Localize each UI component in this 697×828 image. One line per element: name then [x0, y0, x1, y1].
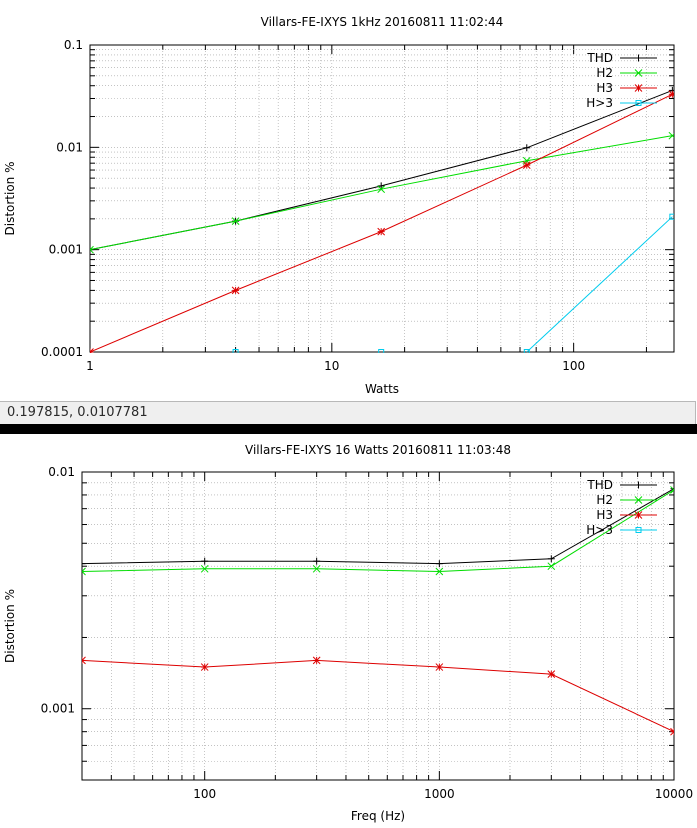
chart1-legend-label-h3: H3 — [596, 508, 613, 522]
chart0-legend-marker-h3 — [634, 84, 643, 92]
chart1-data-point-h2 — [547, 562, 556, 571]
chart1-y-axis-label: Distortion % — [3, 589, 17, 663]
chart0-legend-label-thd: THD — [586, 51, 613, 65]
chart0-y-tick-label: 0.001 — [49, 243, 83, 257]
chart0-x-tick-label: 10 — [324, 359, 339, 373]
chart0-data-point-thd — [377, 182, 385, 190]
chart0-legend-marker-thd — [635, 54, 642, 62]
chart1-legend-label-h2: H2 — [596, 493, 613, 507]
chart1-y-tick-label: 0.01 — [48, 465, 75, 479]
chart1-data-point-h2 — [82, 567, 86, 576]
chart0-data-point-h2 — [231, 217, 240, 225]
chart0-data-point-h3 — [377, 227, 386, 236]
chart-frequency-sweep-svg: 100 1000 10000 0.001 0.01 Villars-FE-IXYS 16 … — [3, 443, 693, 823]
chart1-data-point-thd — [670, 485, 674, 493]
chart1-data-point-h3 — [435, 663, 444, 671]
chart1-y-tick-label: 0.001 — [41, 702, 75, 716]
chart1-series-thd — [82, 485, 674, 568]
chart1-data-point-thd — [201, 557, 209, 565]
chart0-series-h3 — [90, 90, 674, 353]
chart0-series-h3 — [232, 213, 674, 353]
chart0-y-axis-label: Distortion % — [3, 161, 17, 235]
chart0-data-point-thd — [523, 144, 531, 152]
chart0-y-tick-label: 0.01 — [56, 140, 83, 154]
chart1-data-point-h3 — [670, 727, 674, 736]
chart0-x-tick-label: 1 — [86, 359, 94, 373]
chart1-series-line-h2 — [82, 489, 674, 572]
chart0-grid — [90, 45, 674, 352]
chart0-data-point-h3 — [231, 286, 240, 295]
chart1-series-line-h3 — [82, 659, 674, 733]
chart0-legend-label-h3: H3 — [596, 81, 613, 95]
chart0-y-tick-label: 0.0001 — [41, 345, 83, 359]
chart1-data-point-h3 — [200, 663, 209, 671]
chart0-data-point-h3 — [523, 349, 530, 353]
chart1-data-point-h2 — [435, 567, 444, 576]
chart0-y-tick-label: 0.1 — [64, 38, 83, 52]
chart-power-sweep-svg: 1 10 100 0.0001 0.001 0.01 0.1 Villars-FE-IXYS … — [3, 15, 675, 396]
chart0-data-point-h3 — [232, 349, 239, 353]
chart1-title: Villars-FE-IXYS 16 Watts 20160811 11:03:… — [245, 443, 511, 457]
chart1-plot-border — [81, 471, 675, 781]
chart0-data-point-h2 — [668, 131, 674, 140]
chart1-legend-marker-h3 — [634, 511, 643, 519]
chart1-legend-marker-thd — [635, 481, 642, 489]
chart1-x-tick-label: 100 — [193, 787, 216, 801]
chart0-data-point-h3 — [90, 348, 94, 353]
chart1-data-point-thd — [82, 560, 86, 568]
chart1-legend-marker-h3 — [635, 527, 642, 533]
chart-power-sweep: 1 10 100 0.0001 0.001 0.01 0.1 Villars-FE-IXYS … — [0, 0, 697, 400]
chart1-x-axis-label: Freq (Hz) — [351, 809, 405, 823]
chart0-data-point-h2 — [90, 245, 94, 254]
chart0-x-axis-label: Watts — [365, 382, 399, 396]
chart0-legend-label-h2: H2 — [596, 66, 613, 80]
chart0-series-line-h3 — [90, 93, 673, 353]
chart1-series-h3 — [82, 656, 674, 736]
chart1-data-point-thd — [313, 557, 321, 565]
chart1-data-point-h2 — [670, 486, 674, 494]
status-bar: 0.197815, 0.0107781 — [0, 401, 696, 425]
chart1-data-point-h2 — [200, 564, 209, 573]
chart0-legend-label-h3: H>3 — [586, 96, 613, 110]
chart0-legend-marker-h2 — [634, 69, 643, 77]
chart1-data-point-h3 — [82, 656, 86, 665]
chart1-data-point-thd — [435, 560, 443, 568]
chart0-data-point-h2 — [377, 185, 386, 194]
chart1-legend-label-thd: THD — [586, 478, 613, 492]
chart0-data-point-h3 — [668, 90, 674, 99]
chart1-legend-marker-h2 — [634, 496, 643, 504]
chart1-legend-label-h3: H>3 — [586, 523, 613, 537]
chart1-data-point-thd — [547, 555, 555, 563]
chart1-data-point-h3 — [547, 670, 556, 678]
window-separator — [0, 424, 697, 434]
chart0-data-point-h3 — [378, 349, 385, 353]
chart0-title: Villars-FE-IXYS 1kHz 20160811 11:02:44 — [261, 15, 504, 29]
chart1-x-tick-label: 1000 — [424, 787, 455, 801]
chart0-data-point-h3 — [522, 161, 531, 169]
chart1-series-line-thd — [82, 488, 674, 565]
chart0-legend-marker-h3 — [635, 100, 642, 106]
chart1-data-point-h3 — [312, 656, 321, 665]
chart1-series-h2 — [82, 486, 674, 576]
chart1-x-tick-label: 10000 — [655, 787, 693, 801]
chart0-x-tick-label: 100 — [562, 359, 585, 373]
chart-frequency-sweep: 100 1000 10000 0.001 0.01 Villars-FE-IXYS 16 … — [0, 434, 697, 828]
chart0-series-line-h3 — [526, 216, 673, 353]
chart1-grid — [82, 472, 674, 780]
chart1-data-point-h2 — [312, 564, 321, 573]
cursor-readout: 0.197815, 0.0107781 — [7, 405, 148, 420]
chart0-plot-border — [89, 44, 675, 353]
chart0-data-point-h3 — [669, 213, 674, 220]
